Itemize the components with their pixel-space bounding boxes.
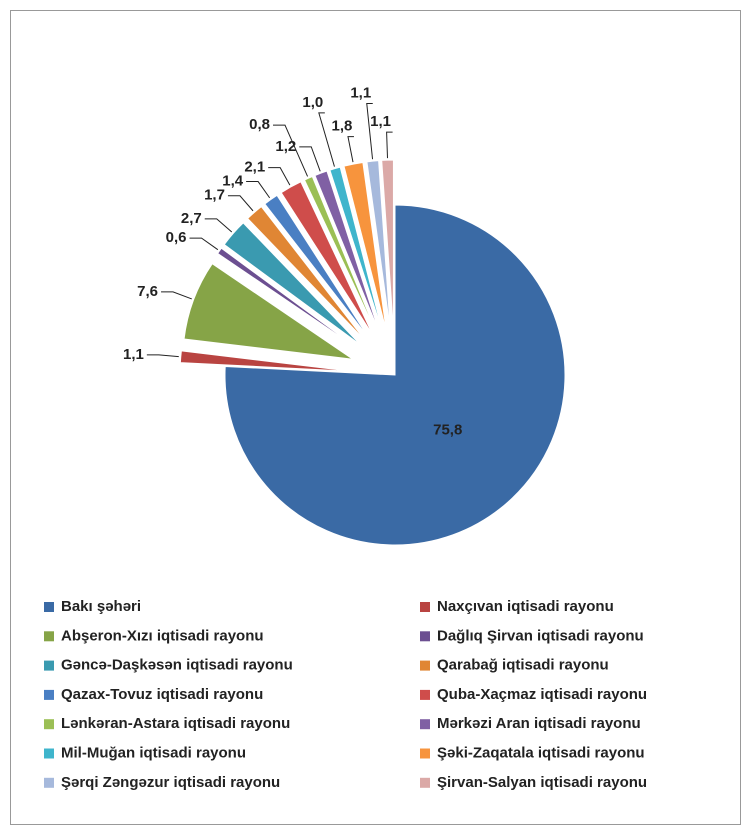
legend-swatch (44, 777, 54, 788)
pie-slice (280, 181, 374, 336)
pie-slice (179, 350, 351, 372)
data-label: 2,1 (244, 159, 265, 176)
legend-label: Dağlıq Şirvan iqtisadi rayonu (437, 627, 644, 644)
data-label: 1,1 (123, 346, 144, 363)
leader-line (366, 102, 374, 160)
pie-slice (329, 166, 383, 332)
leader-line (268, 167, 291, 186)
data-label: 1,4 (222, 172, 244, 189)
legend-label: Mil-Muğan iqtisadi rayonu (61, 744, 246, 761)
leader-line (204, 218, 233, 233)
legend-label: Abşeron-Xızı iqtisadi rayonu (61, 627, 264, 644)
pie-slice (343, 161, 387, 331)
leader-line (299, 146, 321, 172)
data-label: 0,8 (249, 116, 270, 133)
legend-label: Şirvan-Salyan iqtisadi rayonu (437, 774, 647, 791)
pie-slice (314, 170, 380, 333)
legend-swatch (420, 660, 430, 671)
pie-slice (216, 247, 359, 350)
data-label: 75,8 (433, 421, 462, 438)
pie-slice (223, 222, 362, 346)
legend-label: Naxçıvan iqtisadi rayonu (437, 598, 614, 615)
leader-line (347, 136, 354, 163)
legend-swatch (44, 748, 54, 759)
leader-line (273, 124, 309, 177)
legend-swatch (44, 631, 54, 642)
legend-swatch (44, 689, 54, 700)
leader-line (146, 354, 179, 358)
data-label: 1,2 (275, 138, 296, 155)
data-label: 1,7 (204, 187, 225, 204)
leader-line (318, 112, 335, 167)
pie-slice (381, 159, 394, 331)
legend-label: Mərkəzi Aran iqtisadi rayonu (437, 715, 641, 732)
data-label: 0,6 (166, 229, 187, 246)
legend-label: Lənkəran-Astara iqtisadi rayonu (61, 715, 290, 732)
legend-swatch (420, 719, 430, 730)
leader-line (386, 131, 393, 159)
leader-line (161, 291, 192, 300)
data-label: 2,7 (181, 210, 202, 227)
legend-swatch (420, 777, 430, 788)
legend-label: Şəki-Zaqatala iqtisadi rayonu (437, 744, 645, 761)
legend-label: Qarabağ iqtisadi rayonu (437, 657, 609, 674)
pie-slice (224, 204, 566, 546)
legend-swatch (420, 689, 430, 700)
pie-slice (246, 205, 366, 342)
legend-swatch (420, 602, 430, 612)
leader-line (227, 195, 254, 212)
data-label: 1,8 (332, 118, 353, 135)
legend-swatch (44, 660, 54, 671)
pie-slice (303, 175, 378, 335)
legend-swatch (44, 602, 54, 612)
legend-label: Quba-Xaçmaz iqtisadi rayonu (437, 686, 647, 703)
data-label: 7,6 (137, 283, 158, 300)
legend-label: Qazax-Tovuz iqtisadi rayonu (61, 686, 263, 703)
pie-slice (183, 262, 354, 360)
legend-label: Gəncə-Daşkəsən iqtisadi rayonu (61, 657, 293, 674)
legend-swatch (420, 748, 430, 759)
legend-swatch (420, 631, 430, 642)
data-label: 1,0 (302, 94, 323, 111)
data-label: 1,1 (370, 113, 391, 130)
pie-slice (264, 194, 370, 339)
legend-label: Bakı şəhəri (61, 598, 141, 615)
pie-slice (366, 160, 391, 331)
leader-line (246, 181, 271, 199)
legend-swatch (44, 719, 54, 730)
legend-label: Şərqi Zəngəzur iqtisadi rayonu (61, 774, 280, 791)
leader-line (189, 237, 219, 251)
data-label: 1,1 (350, 84, 371, 101)
